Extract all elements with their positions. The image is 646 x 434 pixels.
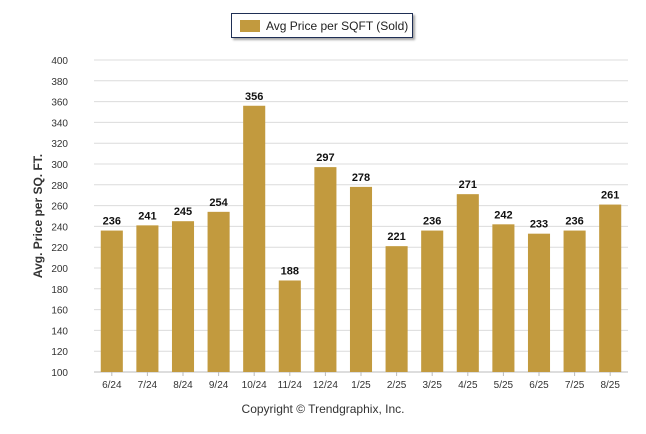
data-label: 297 (316, 152, 334, 164)
x-tick-label: 6/25 (529, 380, 549, 391)
bar (456, 194, 479, 372)
x-tick-label: 1/25 (351, 380, 371, 391)
legend-label: Avg Price per SQFT (Sold) (266, 18, 409, 33)
bar (527, 233, 551, 372)
bar (243, 105, 266, 372)
bar (349, 186, 373, 372)
y-tick-label: 140 (51, 326, 68, 337)
bar (492, 224, 515, 372)
y-tick-label: 280 (51, 181, 68, 192)
x-tick-label: 2/25 (387, 380, 407, 391)
y-tick-label: 220 (51, 243, 68, 254)
y-tick-label: 160 (51, 306, 68, 317)
data-label: 188 (281, 265, 299, 277)
bar (563, 230, 586, 372)
bar (100, 230, 123, 372)
y-tick-label: 240 (51, 222, 68, 233)
x-tick-label: 10/24 (242, 380, 267, 391)
y-axis-ticks: 100 120 140 160 180 200 220 240 260 280 300 320 340 3… (51, 56, 68, 379)
bar (171, 221, 195, 372)
x-tick-label: 8/24 (173, 380, 193, 391)
bar (207, 211, 230, 372)
y-tick-label: 180 (51, 285, 68, 296)
bar (314, 167, 337, 372)
bars (100, 105, 622, 372)
data-label: 236 (103, 216, 121, 228)
x-tick-label: 11/24 (278, 380, 303, 391)
x-tick-label: 7/25 (565, 380, 585, 391)
x-axis-ticks: 6/24 7/24 8/24 9/24 10/24 11/24 12/24 1/25 2/25 3… (102, 372, 620, 391)
data-label: 271 (459, 179, 477, 191)
y-tick-label: 400 (51, 56, 68, 67)
y-tick-label: 120 (51, 347, 68, 358)
data-label: 233 (530, 219, 548, 231)
bar (599, 204, 622, 372)
x-tick-label: 9/24 (209, 380, 229, 391)
x-tick-label: 6/24 (102, 380, 122, 391)
x-tick-label: 4/25 (458, 380, 478, 391)
x-tick-label: 5/25 (494, 380, 514, 391)
y-tick-label: 340 (51, 118, 68, 129)
legend-swatch (240, 19, 260, 32)
data-label: 241 (138, 210, 156, 222)
bar (385, 246, 408, 372)
y-axis-label: Avg. Price per SQ. FT. (31, 154, 45, 278)
y-tick-label: 200 (51, 264, 68, 275)
y-tick-label: 260 (51, 202, 68, 213)
data-label: 356 (245, 91, 263, 103)
y-tick-label: 360 (51, 98, 68, 109)
y-tick-label: 300 (51, 160, 68, 171)
x-tick-label: 3/25 (422, 380, 442, 391)
data-label: 254 (209, 197, 228, 209)
data-label: 278 (352, 172, 370, 184)
y-tick-label: 380 (51, 77, 68, 88)
data-label: 245 (174, 206, 192, 218)
data-label: 221 (387, 231, 405, 243)
y-tick-label: 100 (51, 368, 68, 379)
bar (421, 230, 444, 372)
x-tick-label: 7/24 (138, 380, 158, 391)
data-labels: 236 241 245 254 356 188 297 278 221 236 271 242 233 2… (103, 91, 620, 278)
data-label: 236 (423, 216, 441, 228)
bar (278, 280, 301, 372)
data-label: 261 (601, 190, 619, 202)
chart-legend: Avg Price per SQFT (Sold) (231, 13, 413, 38)
bar (136, 225, 159, 372)
x-tick-label: 12/24 (313, 380, 338, 391)
data-label: 242 (494, 209, 512, 221)
x-tick-label: 8/25 (600, 380, 620, 391)
copyright-text: Copyright © Trendgraphix, Inc. (241, 402, 405, 416)
data-label: 236 (565, 216, 583, 228)
y-tick-label: 320 (51, 139, 68, 150)
